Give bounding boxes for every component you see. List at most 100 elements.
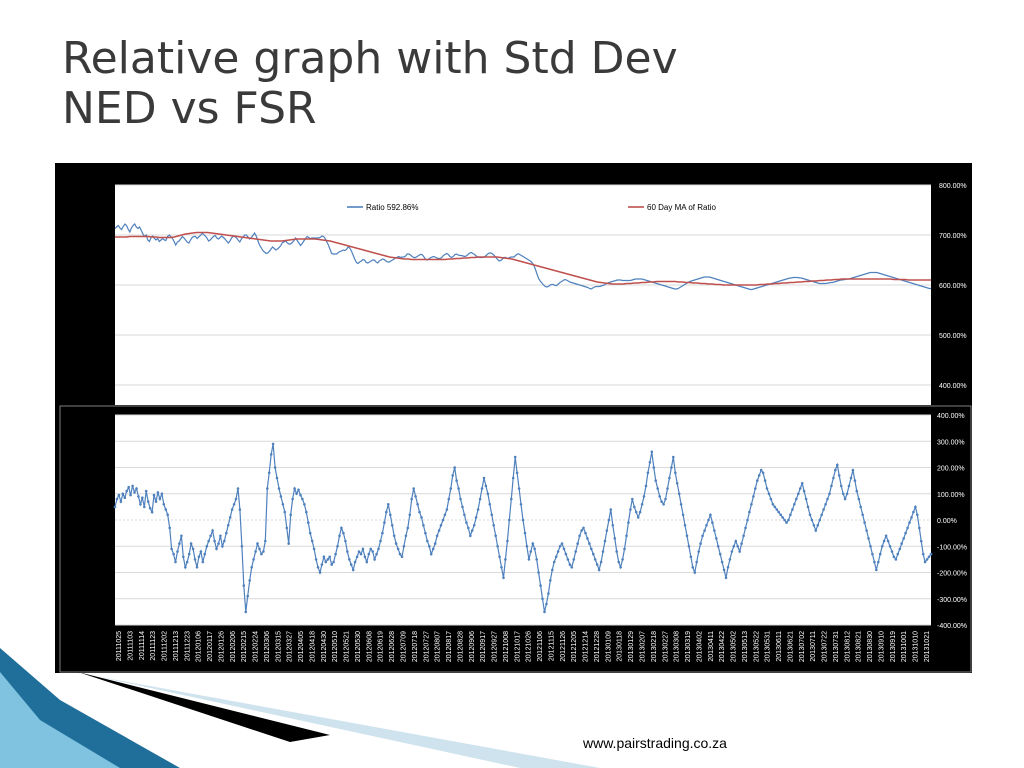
data-point bbox=[689, 555, 693, 559]
data-point bbox=[560, 542, 564, 545]
data-point bbox=[123, 496, 127, 499]
data-point bbox=[402, 545, 406, 548]
data-point bbox=[256, 542, 259, 545]
data-point bbox=[357, 550, 361, 553]
data-point bbox=[189, 542, 193, 545]
data-point bbox=[927, 555, 931, 559]
slide-title-line1: Relative graph with Std Dev bbox=[62, 33, 678, 84]
data-point bbox=[664, 497, 667, 501]
data-point bbox=[295, 492, 298, 496]
data-point bbox=[414, 495, 417, 498]
data-point bbox=[718, 552, 722, 556]
x-tick-label: 20120510 bbox=[332, 631, 339, 662]
data-point bbox=[166, 513, 169, 517]
data-point bbox=[219, 534, 222, 538]
x-tick-label: 20120430 bbox=[321, 631, 328, 662]
data-point bbox=[713, 529, 716, 532]
data-point bbox=[808, 513, 812, 517]
data-point bbox=[892, 555, 896, 559]
data-point bbox=[552, 560, 556, 564]
data-point bbox=[781, 516, 784, 519]
data-point bbox=[291, 497, 294, 501]
data-point bbox=[701, 534, 704, 538]
data-point bbox=[445, 508, 449, 511]
data-point bbox=[603, 539, 607, 543]
data-point bbox=[515, 471, 519, 475]
x-tick-label: 20120327 bbox=[287, 631, 294, 662]
data-point bbox=[375, 552, 378, 556]
data-point bbox=[634, 510, 638, 514]
x-tick-label: 20130522 bbox=[753, 631, 760, 662]
data-point bbox=[225, 531, 228, 535]
data-point bbox=[269, 453, 273, 456]
data-point bbox=[629, 508, 632, 511]
data-point bbox=[314, 558, 318, 561]
x-tick-label: 20130319 bbox=[685, 631, 692, 662]
data-point bbox=[408, 513, 412, 517]
data-point bbox=[125, 489, 128, 493]
data-point bbox=[709, 513, 712, 517]
x-tick-label: 20120405 bbox=[298, 631, 305, 662]
x-tick-label: 20121115 bbox=[549, 631, 556, 661]
data-point bbox=[455, 479, 458, 482]
footer-url[interactable]: www.pairstrading.co.za bbox=[583, 735, 727, 751]
y-tick-label: -300.00% bbox=[937, 597, 967, 604]
data-point bbox=[921, 552, 925, 556]
data-point bbox=[646, 471, 650, 475]
data-point bbox=[615, 550, 618, 553]
x-tick-label: 20111114 bbox=[139, 631, 146, 660]
data-point bbox=[174, 560, 177, 564]
y-tick-label: 700.00% bbox=[939, 233, 967, 240]
data-point bbox=[724, 576, 728, 580]
data-point bbox=[131, 484, 134, 488]
data-point bbox=[437, 529, 441, 532]
data-point bbox=[121, 492, 125, 496]
data-point bbox=[519, 503, 523, 506]
data-point bbox=[886, 539, 890, 543]
data-point bbox=[502, 576, 505, 580]
data-point bbox=[549, 579, 552, 582]
x-tick-label: 20130621 bbox=[787, 631, 794, 662]
data-point bbox=[508, 518, 511, 522]
data-point bbox=[310, 539, 314, 543]
data-point bbox=[348, 558, 351, 561]
x-tick-label: 20130731 bbox=[833, 631, 840, 662]
data-point bbox=[246, 594, 249, 598]
decor-stripe-black bbox=[78, 672, 330, 742]
data-point bbox=[262, 550, 265, 553]
data-point bbox=[187, 552, 191, 556]
data-point bbox=[884, 534, 888, 538]
data-point bbox=[902, 537, 905, 540]
x-tick-label: 20120224 bbox=[253, 631, 260, 662]
data-point bbox=[554, 555, 558, 559]
data-point bbox=[843, 497, 847, 501]
data-point bbox=[822, 508, 825, 511]
data-point bbox=[715, 537, 718, 540]
data-point bbox=[207, 539, 210, 543]
data-point bbox=[191, 547, 195, 551]
data-point bbox=[674, 471, 677, 475]
data-point bbox=[351, 568, 355, 572]
data-point bbox=[668, 476, 671, 480]
data-point bbox=[670, 466, 673, 469]
x-tick-label: 20130830 bbox=[867, 631, 874, 662]
x-tick-label: 20130118 bbox=[617, 631, 624, 662]
data-point bbox=[428, 545, 431, 548]
x-tick-label: 20121008 bbox=[503, 631, 510, 662]
slide-title-line2: NED vs FSR bbox=[62, 83, 317, 134]
data-point bbox=[252, 558, 255, 561]
data-point bbox=[433, 542, 437, 545]
x-tick-label: 20130402 bbox=[696, 631, 703, 662]
data-point bbox=[367, 552, 371, 556]
data-point bbox=[297, 488, 300, 492]
data-point bbox=[910, 516, 913, 519]
data-point bbox=[180, 534, 183, 538]
data-point bbox=[307, 521, 310, 524]
data-point bbox=[443, 513, 447, 517]
data-point bbox=[851, 468, 855, 472]
data-point bbox=[293, 487, 296, 490]
x-tick-label: 20130711 bbox=[810, 631, 817, 662]
y-tick-label: -400.00% bbox=[937, 623, 967, 630]
data-point bbox=[707, 518, 710, 522]
data-point bbox=[359, 552, 363, 556]
